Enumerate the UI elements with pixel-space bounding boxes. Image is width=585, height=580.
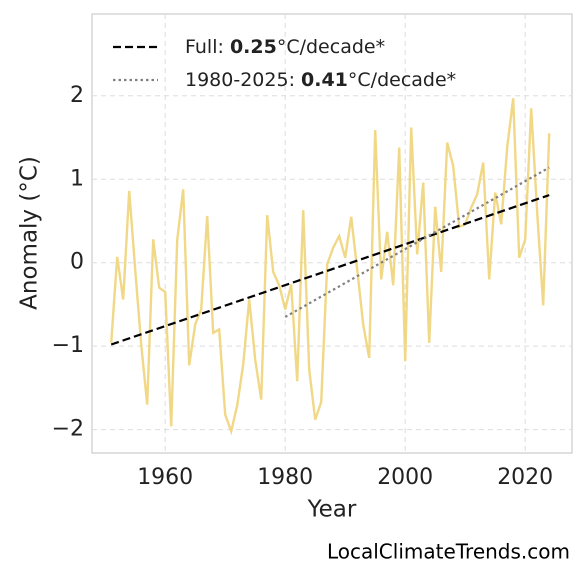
legend-text: 0.41 [301, 69, 348, 91]
x-tick-label: 1960 [137, 465, 193, 490]
x-tick-label: 2020 [497, 465, 553, 490]
legend-text: 1980-2025: [185, 69, 301, 91]
legend-text: Full: [185, 36, 230, 58]
trend-line [284, 166, 550, 318]
trend-line [110, 194, 550, 346]
y-tick-label: −1 [52, 333, 84, 358]
y-tick-label: 2 [70, 83, 84, 108]
y-tick-label: 1 [70, 166, 84, 191]
legend-text: 0.25 [230, 36, 277, 58]
x-tick-label: 1980 [257, 465, 313, 490]
legend-label: Full: 0.25°C/decade* [185, 36, 385, 58]
legend-label: 1980-2025: 0.41°C/decade* [185, 69, 456, 91]
source: LocalClimateTrends.com [327, 540, 570, 564]
anomaly-line [110, 98, 551, 436]
y-tick-label: −2 [52, 417, 84, 442]
x-axis-label: Year [307, 497, 357, 523]
x-tick-label: 2000 [377, 465, 433, 490]
legend-text: °C/decade* [348, 69, 456, 91]
legend-text: °C/decade* [277, 36, 385, 58]
y-tick-label: 0 [70, 250, 84, 275]
y-axis-label: Anomaly (°C) [17, 156, 43, 310]
